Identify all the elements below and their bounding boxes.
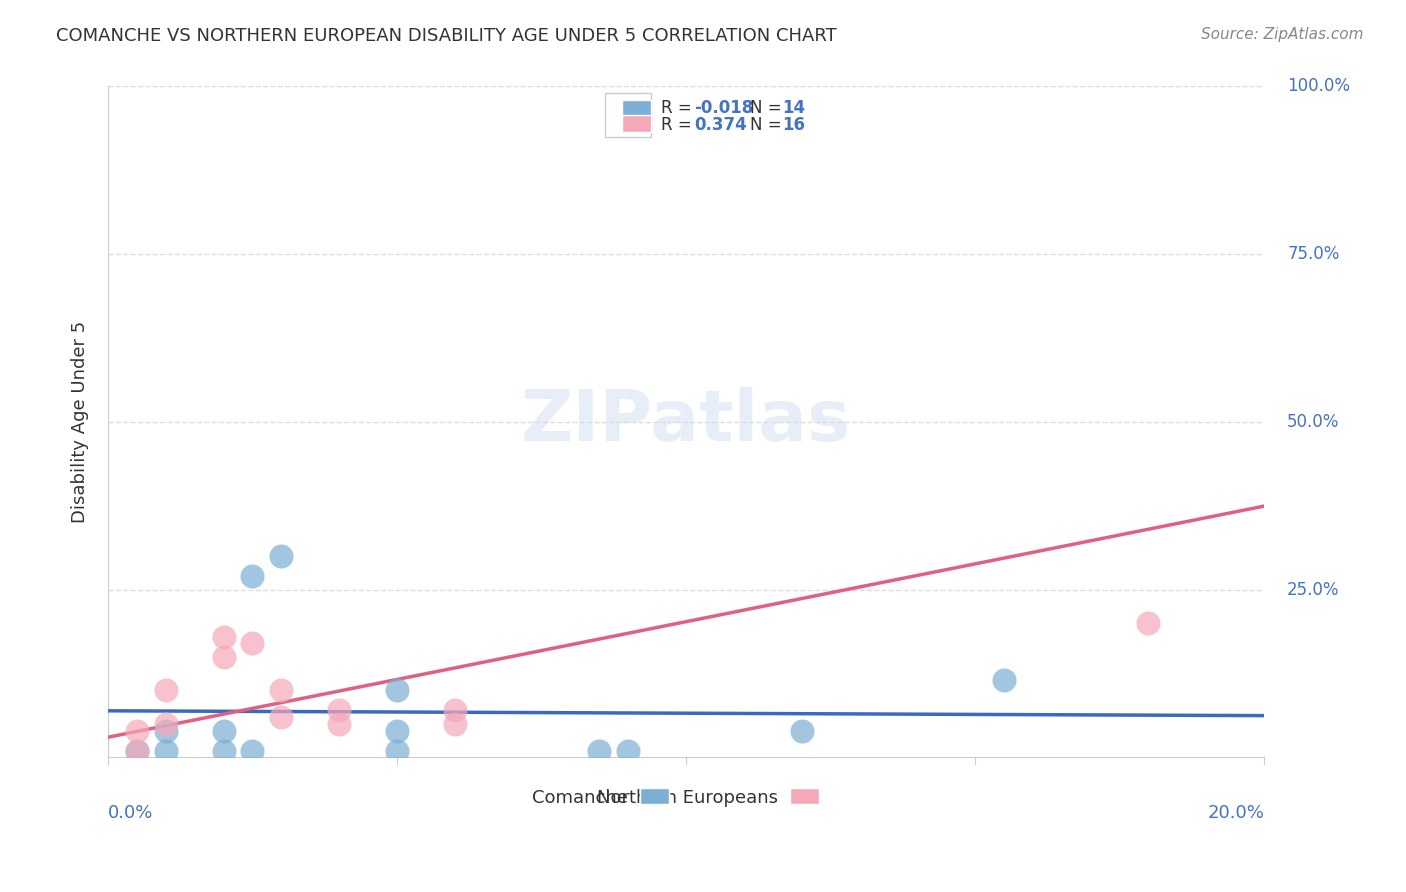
Point bbox=[155, 683, 177, 698]
Point bbox=[212, 630, 235, 644]
Text: R =: R = bbox=[661, 116, 696, 134]
Point bbox=[155, 723, 177, 738]
Point bbox=[125, 744, 148, 758]
Point bbox=[125, 744, 148, 758]
Point bbox=[443, 716, 465, 731]
Point bbox=[617, 744, 640, 758]
FancyBboxPatch shape bbox=[605, 93, 651, 136]
Point bbox=[328, 703, 350, 717]
Point bbox=[242, 569, 264, 583]
Text: Comanche: Comanche bbox=[533, 789, 628, 806]
Text: 25.0%: 25.0% bbox=[1286, 581, 1340, 599]
Point bbox=[212, 744, 235, 758]
Point bbox=[443, 703, 465, 717]
Point bbox=[125, 723, 148, 738]
Text: Northern Europeans: Northern Europeans bbox=[598, 789, 779, 806]
Text: 100.0%: 100.0% bbox=[1286, 78, 1350, 95]
Bar bbox=[790, 788, 818, 805]
Point bbox=[155, 716, 177, 731]
Text: COMANCHE VS NORTHERN EUROPEAN DISABILITY AGE UNDER 5 CORRELATION CHART: COMANCHE VS NORTHERN EUROPEAN DISABILITY… bbox=[56, 27, 837, 45]
Point bbox=[242, 636, 264, 650]
Text: Source: ZipAtlas.com: Source: ZipAtlas.com bbox=[1201, 27, 1364, 42]
Point bbox=[155, 744, 177, 758]
Text: N =: N = bbox=[749, 116, 786, 134]
Point bbox=[385, 723, 408, 738]
Text: R =: R = bbox=[661, 99, 696, 117]
Point bbox=[212, 649, 235, 664]
Point bbox=[270, 549, 292, 563]
Text: 0.374: 0.374 bbox=[695, 116, 747, 134]
Point bbox=[385, 683, 408, 698]
Point bbox=[212, 723, 235, 738]
Text: 50.0%: 50.0% bbox=[1286, 413, 1340, 431]
Point bbox=[270, 710, 292, 724]
Bar bbox=[640, 788, 669, 805]
Text: ZIPatlas: ZIPatlas bbox=[522, 387, 851, 457]
Text: -0.018: -0.018 bbox=[695, 99, 754, 117]
Point bbox=[1137, 616, 1160, 631]
Y-axis label: Disability Age Under 5: Disability Age Under 5 bbox=[72, 321, 89, 523]
Point bbox=[242, 744, 264, 758]
Point bbox=[328, 716, 350, 731]
Point bbox=[270, 683, 292, 698]
Bar bbox=[623, 100, 651, 117]
Text: 20.0%: 20.0% bbox=[1208, 805, 1264, 822]
Point bbox=[385, 744, 408, 758]
Text: 14: 14 bbox=[782, 99, 806, 117]
Point bbox=[993, 673, 1015, 688]
Text: 16: 16 bbox=[782, 116, 806, 134]
Point bbox=[790, 723, 813, 738]
Bar bbox=[623, 115, 651, 132]
Text: N =: N = bbox=[749, 99, 786, 117]
Text: 0.0%: 0.0% bbox=[108, 805, 153, 822]
Text: 75.0%: 75.0% bbox=[1286, 245, 1340, 263]
Point bbox=[588, 744, 610, 758]
